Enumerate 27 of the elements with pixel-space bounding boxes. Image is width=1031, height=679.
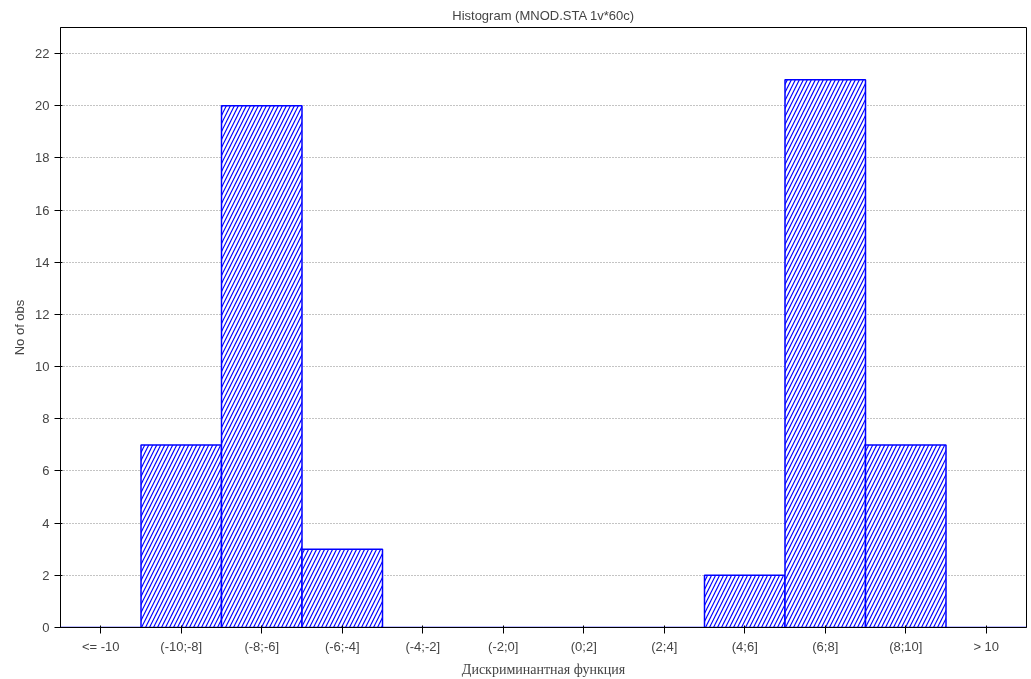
x-tick-label: (4;6] [731,638,758,654]
y-axis-title: No of obs [12,299,28,356]
y-tick-label: 10 [35,359,50,375]
y-tick-label: 16 [35,202,50,218]
x-tick-label: (2;4] [651,638,678,654]
x-tick-label: (-2;0] [488,638,519,654]
y-tick-label: 8 [42,411,50,427]
y-tick-label: 18 [35,150,50,166]
y-tick-label: 14 [35,254,50,270]
x-tick-label: (8;10] [889,638,923,654]
y-tick-label: 6 [42,463,50,479]
chart-title: Histogram (MNOD.STA 1v*60c) [452,7,635,23]
y-tick-label: 22 [35,46,50,62]
y-tick-label: 0 [42,620,50,635]
x-tick-label: (-6;-4] [324,638,360,654]
x-tick-label: (6;8] [812,638,839,654]
x-tick-label: <= -10 [81,638,120,654]
y-tick-label: 12 [35,306,50,322]
x-tick-label: (-10;-8] [160,638,203,654]
x-tick-label: (0;2] [570,638,597,654]
y-tick-label: 2 [42,567,50,583]
x-tick-label: > 10 [973,638,1000,654]
x-tick-label: (-8;-6] [244,638,280,654]
y-tick-label: 4 [42,515,50,531]
x-axis-title: Дискриминантная функция [461,661,626,677]
x-tick-label: (-4;-2] [405,638,441,654]
y-tick-label: 20 [35,98,50,114]
